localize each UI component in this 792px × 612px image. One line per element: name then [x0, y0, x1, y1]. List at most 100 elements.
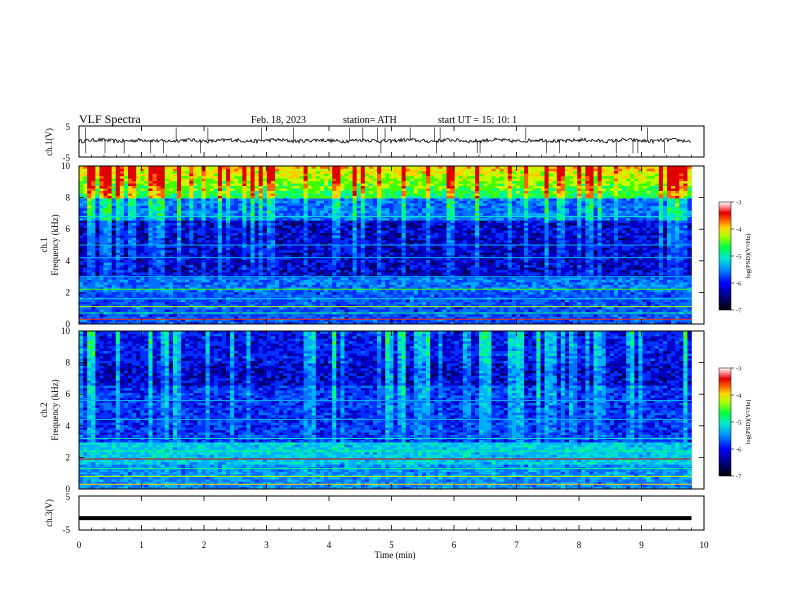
spectrogram-cell	[373, 321, 390, 325]
spectrogram-cell	[279, 237, 284, 241]
spectrogram-cell	[377, 257, 382, 261]
spectrogram-cell	[177, 217, 182, 221]
spectrogram-cell	[446, 247, 455, 251]
spectrogram-cell	[311, 274, 317, 278]
spectrogram-cell	[258, 254, 264, 258]
spectrogram-cell	[91, 203, 96, 206]
spectrogram-cell	[528, 289, 541, 293]
spectrogram-cell	[564, 230, 574, 233]
spectrogram-cell	[262, 309, 272, 312]
spectrogram-cell	[99, 314, 104, 317]
spectrogram-cell	[577, 309, 582, 312]
spectrogram-cell	[520, 321, 525, 325]
spectrogram-cell	[164, 237, 170, 241]
spectrogram-cell	[275, 217, 284, 221]
spectrogram-cell	[152, 301, 166, 305]
spectrogram-cell	[417, 286, 423, 290]
spectrogram-cell	[177, 294, 186, 298]
spectrogram-cell	[503, 235, 509, 238]
spectrogram-cell	[160, 207, 166, 211]
spectrogram-cell	[152, 314, 166, 317]
spectrogram-cell	[585, 259, 590, 263]
spectrogram-cell	[528, 252, 533, 256]
spectrogram-cell	[479, 257, 484, 261]
spectrogram-cell	[332, 232, 341, 236]
spectrogram-cell	[344, 217, 353, 221]
spectrogram-cell	[103, 321, 108, 325]
spectrogram-cell	[140, 267, 149, 270]
spectrogram-cell	[221, 232, 227, 236]
spectrogram-cell	[360, 286, 366, 290]
spectrogram-cell	[136, 274, 141, 278]
spectrogram-cell	[564, 220, 578, 224]
spectrogram-cell	[193, 294, 198, 298]
spectrogram-cell	[422, 207, 435, 211]
spectrogram-cell	[172, 321, 182, 325]
spectrogram-cell	[446, 264, 451, 268]
spectrogram-cell	[348, 240, 353, 243]
spectrogram-cell	[560, 309, 570, 312]
spectrogram-cell	[683, 240, 692, 243]
spectrogram-cell	[487, 274, 496, 278]
spectrogram-cell	[283, 319, 300, 322]
spectrogram-cell	[242, 245, 247, 248]
spectrogram-cell	[270, 232, 280, 236]
spectrogram-cell	[601, 212, 607, 216]
spectrogram-cell	[654, 291, 664, 295]
spectrogram-cell	[581, 277, 590, 280]
spectrogram-cell	[528, 257, 533, 261]
spectrogram-cell	[123, 220, 129, 224]
spectrogram-cell	[634, 279, 639, 283]
spectrogram-cell	[393, 259, 398, 263]
spectrogram-cell	[160, 259, 166, 263]
spectrogram-cell	[209, 220, 219, 224]
spectrogram-cell	[675, 316, 680, 320]
spectrogram-cell	[520, 249, 525, 253]
spectrogram-cell	[393, 319, 398, 322]
spectrogram-cell	[368, 272, 374, 275]
spectrogram-cell	[434, 259, 451, 263]
spectrogram-cell	[422, 269, 427, 273]
spectrogram-cell	[634, 291, 639, 295]
spectrogram-cell	[581, 306, 586, 310]
spectrogram-cell	[613, 249, 635, 253]
spectrogram-cell	[164, 249, 174, 253]
spectrogram-cell	[209, 205, 215, 209]
spectrogram-cell	[630, 272, 635, 275]
spectrogram-cell	[446, 254, 455, 258]
spectrogram-cell	[368, 316, 378, 320]
spectrogram-cell	[413, 306, 419, 310]
spectrogram-cell	[332, 235, 341, 238]
spectrogram-cell	[650, 279, 656, 283]
spectrogram-cell	[597, 284, 602, 288]
spectrogram-cell	[373, 272, 378, 275]
spectrogram-cell	[667, 220, 672, 224]
spectrogram-cell	[605, 254, 611, 258]
spectrogram-cell	[667, 212, 672, 216]
spectrogram-cell	[368, 304, 374, 308]
spectrogram-cell	[181, 205, 186, 209]
spectrogram-cell	[246, 235, 251, 238]
spectrogram-cell	[687, 267, 692, 270]
spectrogram-cell	[368, 205, 374, 209]
spectrogram-cell	[328, 235, 333, 238]
spectrogram-cell	[336, 264, 341, 268]
spectrogram-cell	[491, 220, 496, 224]
spectrogram-cell	[650, 269, 664, 273]
spectrogram-cell	[544, 291, 549, 295]
spectrogram-cell	[409, 284, 423, 288]
spectrogram-cell	[311, 316, 317, 320]
spectrogram-cell	[217, 279, 223, 283]
spectrogram-cell	[479, 247, 492, 251]
spectrogram-cell	[389, 237, 398, 241]
spectrogram-cell	[540, 249, 545, 253]
spectrogram-cell	[258, 247, 268, 251]
spectrogram-cell	[593, 294, 598, 298]
spectrogram-cell	[164, 217, 170, 221]
spectrogram-cell	[540, 316, 545, 320]
spectrogram-cell	[618, 279, 623, 283]
spectrogram-cell	[667, 235, 672, 238]
spectrogram-cell	[507, 309, 517, 312]
spectrogram-cell	[336, 217, 341, 221]
spectrogram-cell	[434, 232, 439, 236]
